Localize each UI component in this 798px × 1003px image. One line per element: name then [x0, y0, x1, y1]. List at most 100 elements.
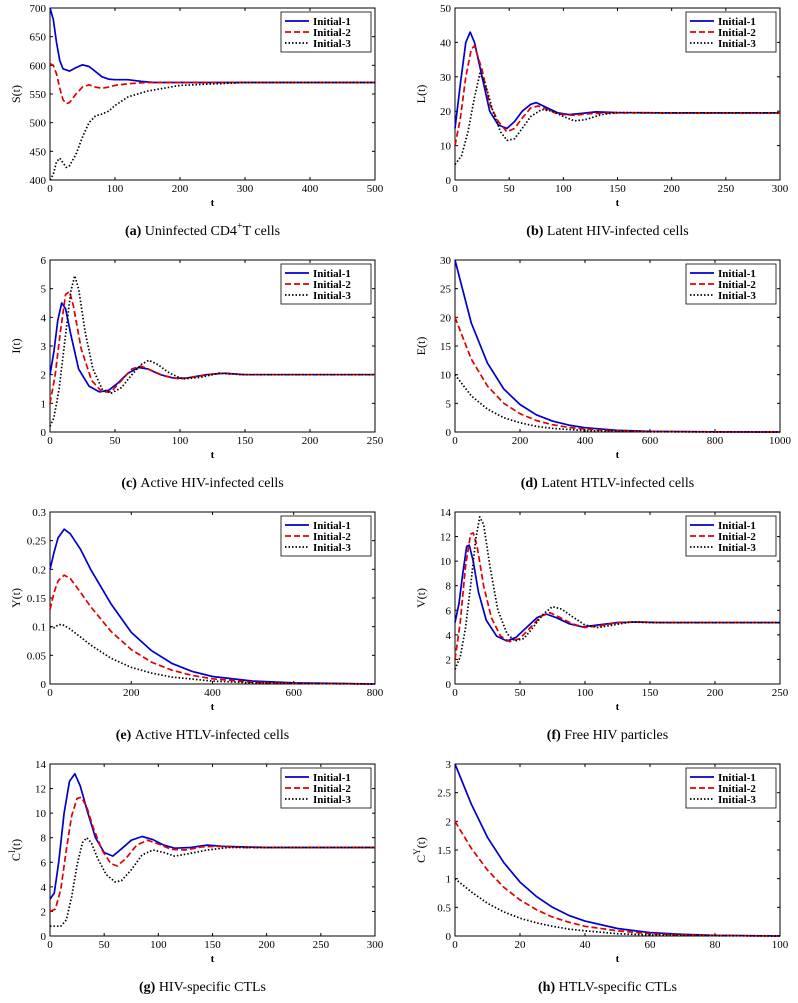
panel-e: 0 200 400 600 800 0 0.05 0.1 0.15 0.2 0.25 0.3 t Y(t)… [9, 507, 384, 743]
y-tick-label: 15 [440, 341, 452, 353]
y-tick-label: 10 [440, 370, 452, 382]
panel-f: 0 50 100 150 200 250 0 2 4 6 8 10 12 14 t V(t) Initial-1… [414, 507, 789, 743]
caption-label: (f) [547, 728, 565, 743]
y-tick-label: 30 [440, 255, 452, 267]
x-tick-label: 1000 [769, 435, 792, 447]
x-axis-label: t [211, 701, 215, 713]
y-axis-label-main: E(t) [414, 337, 428, 356]
y-tick-label: 0.2 [32, 564, 46, 576]
legend-label-2: Initial-2 [313, 783, 351, 795]
plot-frame [454, 511, 781, 685]
x-tick-label: 200 [707, 687, 724, 699]
x-tick-label: 400 [302, 183, 319, 195]
legend-label-2: Initial-2 [313, 27, 351, 39]
x-tick-label: 150 [642, 687, 659, 699]
y-tick-label: 10 [440, 141, 452, 153]
y-axis-label-main: L(t) [414, 85, 428, 104]
y-tick-label: 600 [30, 60, 47, 72]
legend-label-1: Initial-1 [313, 16, 351, 28]
x-tick-label: 150 [204, 939, 221, 951]
legend-label-1: Initial-1 [313, 520, 351, 532]
legend-label-3: Initial-3 [718, 542, 756, 554]
series-line-3 [49, 274, 375, 427]
x-tick-label: 300 [237, 183, 254, 195]
y-tick-label: 2 [41, 906, 47, 918]
x-tick-label: 200 [258, 939, 275, 951]
y-tick-label: 0 [446, 679, 452, 691]
series-line-2 [454, 44, 780, 146]
x-axis-label: t [211, 449, 215, 461]
y-tick-label: 500 [30, 118, 47, 130]
panel-a: 0 100 200 300 400 500 400 450 500 550 600 650 700 t S(… [9, 3, 384, 239]
x-tick-label: 0 [47, 939, 53, 951]
y-axis-label-main: V(t) [414, 588, 428, 608]
series-line-2 [49, 796, 375, 913]
panel-caption: (f) Free HIV particles [547, 728, 668, 743]
legend-label-1: Initial-1 [718, 772, 756, 784]
y-tick-label: 700 [30, 3, 47, 15]
y-axis-label-main: I(t) [9, 338, 23, 353]
y-tick-label: 2 [446, 816, 452, 828]
legend-label-2: Initial-2 [718, 531, 756, 543]
panel-caption: (c) Active HIV-infected cells [121, 476, 283, 491]
caption-label: (e) [116, 728, 135, 743]
series-line-3 [49, 623, 376, 685]
x-tick-label: 100 [107, 183, 124, 195]
x-tick-label: 100 [577, 687, 594, 699]
series-line-3 [50, 836, 375, 928]
legend-label-2: Initial-2 [718, 279, 756, 291]
x-tick-label: 250 [367, 435, 384, 447]
caption-label: (c) [121, 476, 140, 491]
panel-caption: (a) Uninfected CD4+T cells [125, 221, 280, 239]
x-tick-label: 300 [367, 939, 384, 951]
caption-text: Uninfected CD4 [145, 224, 237, 239]
y-axis-label-tail: (t) [414, 837, 428, 848]
x-tick-label: 50 [504, 183, 516, 195]
y-tick-label: 0.05 [27, 650, 47, 662]
x-axis-label: t [616, 953, 620, 965]
x-tick-label: 60 [645, 939, 657, 951]
y-axis-label: I(t) [9, 338, 23, 353]
series-line-1 [49, 302, 375, 393]
y-tick-label: 1 [41, 398, 47, 410]
x-tick-label: 150 [237, 435, 254, 447]
y-axis-label-tail: (t) [9, 839, 23, 850]
y-tick-label: 14 [35, 759, 47, 771]
y-tick-label: 450 [30, 146, 47, 158]
caption-text: Latent HTLV-infected cells [541, 476, 694, 491]
panel-caption: (d) Latent HTLV-infected cells [521, 476, 695, 491]
y-tick-label: 0.25 [27, 536, 47, 548]
x-tick-label: 150 [609, 183, 626, 195]
legend-label-1: Initial-1 [718, 16, 756, 28]
x-tick-label: 250 [718, 183, 735, 195]
legend-label-1: Initial-1 [313, 772, 351, 784]
series-line-1 [454, 31, 780, 130]
y-axis-label-main: Y(t) [9, 588, 23, 608]
series-line-3 [454, 516, 780, 670]
y-axis-label: Y(t) [9, 588, 23, 608]
y-tick-label: 0.15 [27, 593, 47, 605]
y-tick-label: 1.5 [437, 845, 451, 857]
x-tick-label: 0 [452, 183, 458, 195]
y-tick-label: 8 [41, 833, 47, 845]
legend-label-2: Initial-2 [718, 783, 756, 795]
series-line-2 [454, 532, 780, 660]
x-tick-label: 800 [707, 435, 724, 447]
y-tick-label: 0.5 [437, 902, 451, 914]
caption-text: HIV-specific CTLs [159, 980, 266, 995]
panel-caption: (e) Active HTLV-infected cells [116, 728, 290, 743]
x-tick-label: 600 [286, 687, 303, 699]
y-tick-label: 50 [440, 3, 452, 15]
caption-rest: T cells [243, 224, 280, 239]
x-tick-label: 20 [515, 939, 527, 951]
panel-h: 0 20 40 60 80 100 0 0.5 1 1.5 2 2.5 3 t CY(t) Initial-1… [412, 759, 789, 995]
y-tick-label: 0 [446, 427, 452, 439]
legend-label-2: Initial-2 [718, 27, 756, 39]
legend-label-3: Initial-3 [313, 290, 351, 302]
